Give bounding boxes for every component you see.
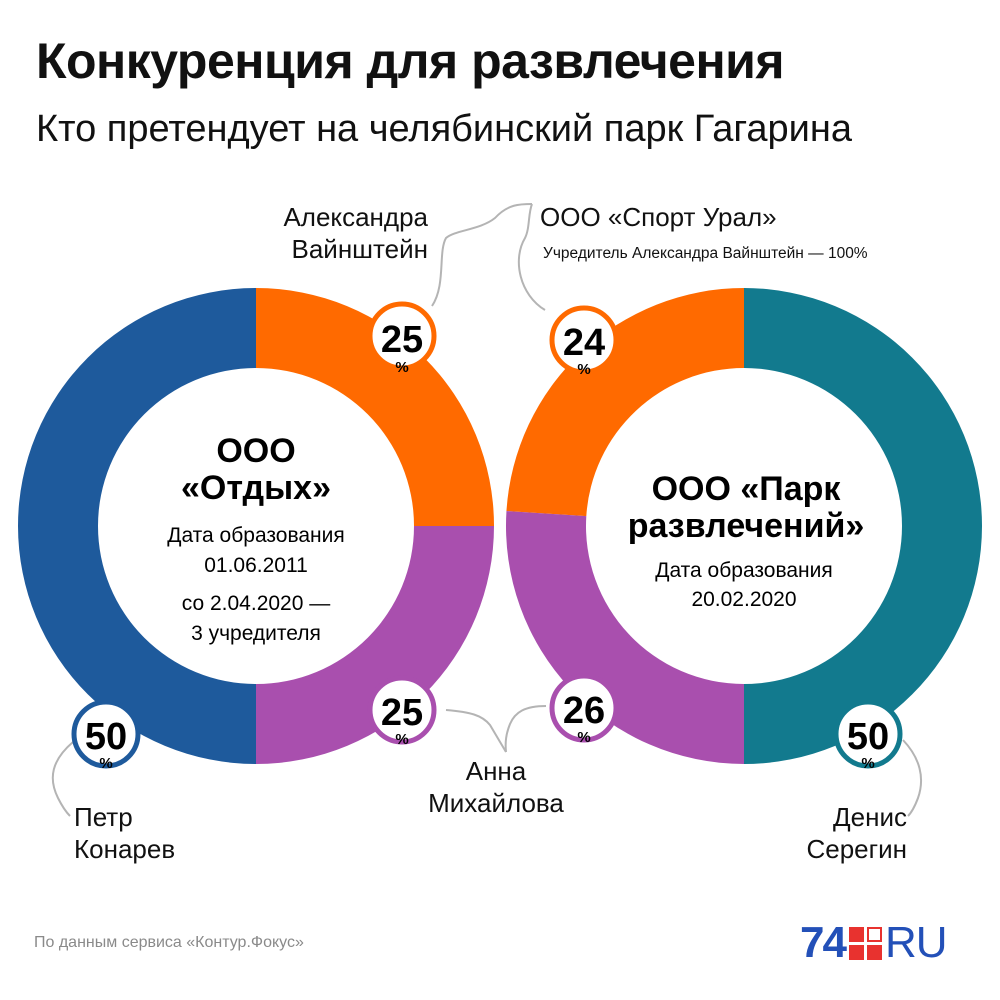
- percent-sign: %: [99, 755, 112, 772]
- owner-konarev-line2: Конарев: [74, 834, 175, 864]
- donut-park-razvlecheniy: [506, 287, 982, 764]
- detail-line: 3 учредителя: [191, 622, 321, 645]
- badge-konarev-value: 50: [85, 716, 127, 758]
- detail-line: 20.02.2020: [691, 588, 796, 611]
- badge-sport-ural: 24 %: [549, 305, 619, 378]
- owner-seregin-line2: Серегин: [806, 834, 907, 864]
- badge-vainshtein: 25 %: [367, 301, 437, 376]
- company-name-line2: «Отдых»: [181, 469, 331, 507]
- owner-sport-ural: ООО «Спорт Урал»: [540, 202, 777, 232]
- logo-suffix: RU: [884, 918, 948, 967]
- center-park: ООО «Парк развлечений» Дата образования …: [628, 470, 865, 611]
- slice-mikhailova-left: [256, 526, 494, 764]
- company-name-line1: ООО «Парк: [652, 470, 842, 508]
- slice-sport-ural: [506, 287, 744, 517]
- donut-otdyh: [18, 288, 494, 764]
- percent-sign: %: [577, 361, 590, 378]
- chart-title: Конкуренция для развлечения: [36, 33, 785, 89]
- center-otdyh: ООО «Отдых» Дата образования 01.06.2011 …: [167, 432, 345, 645]
- slice-seregin: [744, 288, 982, 764]
- badge-sport-ural-value: 24: [563, 322, 605, 364]
- badge-mikhailova-right-value: 26: [563, 690, 605, 732]
- slice-mikhailova-right: [506, 511, 744, 764]
- badge-mikhailova-left: 25 %: [367, 675, 437, 748]
- detail-line: со 2.04.2020 —: [182, 592, 331, 615]
- owner-vainshtein-line2: Вайнштейн: [292, 234, 429, 264]
- owner-mikhailova-line2: Михайлова: [428, 788, 564, 818]
- company-name-line2: развлечений»: [628, 507, 865, 545]
- connector-vainshtein: [431, 203, 533, 307]
- badge-vainshtein-value: 25: [381, 319, 423, 361]
- badge-seregin-value: 50: [847, 716, 889, 758]
- connector-mikhailova-right: [504, 705, 547, 753]
- logo-number: 74: [800, 918, 847, 967]
- connector-seregin: [902, 739, 922, 817]
- chart-subtitle: Кто претендует на челябинский парк Гагар…: [36, 108, 853, 150]
- percent-sign: %: [395, 731, 408, 748]
- connector-lines: [51, 203, 922, 817]
- logo-squares-icon: [848, 926, 882, 960]
- badge-konarev: 50 %: [71, 699, 141, 772]
- badge-mikhailova-right: 26 %: [549, 673, 619, 746]
- owner-konarev-line1: Петр: [74, 802, 133, 832]
- percent-sign: %: [861, 755, 874, 772]
- owner-sport-ural-note: Учредитель Александра Вайнштейн — 100%: [543, 245, 868, 262]
- detail-line: 01.06.2011: [204, 554, 308, 577]
- owner-seregin-line1: Денис: [833, 802, 907, 832]
- site-logo: 74 RU: [800, 918, 948, 967]
- percent-sign: %: [577, 729, 590, 746]
- percent-sign: %: [395, 359, 408, 376]
- slice-vainshtein: [256, 288, 494, 526]
- detail-line: Дата образования: [655, 559, 833, 582]
- owner-mikhailova-line1: Анна: [466, 756, 527, 786]
- connector-mikhailova-left: [445, 709, 507, 753]
- connector-konarev: [51, 741, 74, 817]
- source-note: По данным сервиса «Контур.Фокус»: [34, 934, 304, 951]
- owner-vainshtein-line1: Александра: [283, 202, 428, 232]
- owner-labels: Александра Вайнштейн ООО «Спорт Урал» Уч…: [74, 202, 907, 864]
- detail-line: Дата образования: [167, 524, 345, 547]
- slice-konarev: [18, 288, 256, 764]
- badge-mikhailova-left-value: 25: [381, 692, 423, 734]
- connector-sport-ural: [517, 203, 546, 311]
- company-name-line1: ООО: [216, 432, 295, 470]
- badge-seregin: 50 %: [833, 699, 903, 772]
